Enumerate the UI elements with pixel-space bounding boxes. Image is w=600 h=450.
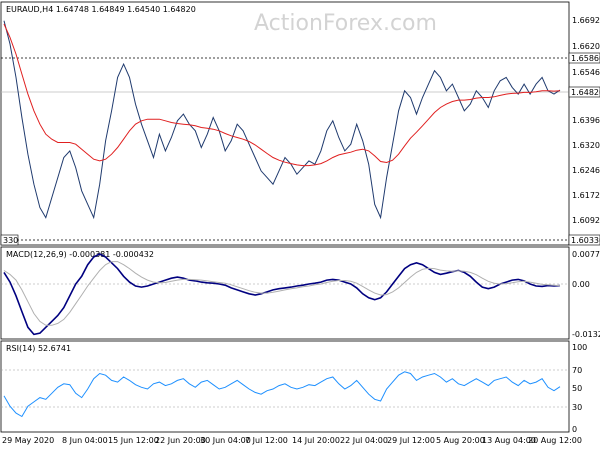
time-tick: 13 Aug 04:00 xyxy=(482,436,536,445)
current-price-label: 1.64820 xyxy=(571,88,600,97)
time-tick: 30 Jun 04:00 xyxy=(200,436,251,445)
rsi-tick-50: 50 xyxy=(572,384,582,393)
price-series-group xyxy=(3,20,561,220)
time-tick: 22 Jun 20:00 xyxy=(155,436,206,445)
price-tick-1.63960: 1.63960 xyxy=(572,116,600,125)
time-tick: 29 Jul 12:00 xyxy=(387,436,435,445)
macd-tick-zero: 0.00 xyxy=(572,280,590,289)
macd-macd-line xyxy=(3,252,561,336)
rsi-tick-70: 70 xyxy=(572,366,582,375)
time-tick: 7 Jul 12:00 xyxy=(245,436,288,445)
rsi-panel-frame xyxy=(0,340,570,433)
macd-tick-bottom: -0.01321 xyxy=(572,330,600,339)
price-tick-1.63200: 1.63200 xyxy=(572,141,600,150)
time-tick: 15 Jun 12:00 xyxy=(108,436,159,445)
macd-panel-title: MACD(12,26,9) -0.000381 -0.000432 xyxy=(6,250,154,259)
price-moving-average-line xyxy=(3,23,561,167)
rsi-rsi-line xyxy=(3,371,561,418)
level-label-1.60330: 1.60330 xyxy=(571,236,600,245)
macd-series-group xyxy=(3,252,561,336)
price-tick-1.62460: 1.62460 xyxy=(572,166,600,175)
current-price-box xyxy=(568,86,600,98)
left-level-box xyxy=(0,234,19,246)
rsi-tick-100: 100 xyxy=(572,343,587,352)
level-box-1.65860 xyxy=(568,52,600,64)
price-tick-1.61720: 1.61720 xyxy=(572,191,600,200)
time-tick: 14 Jul 20:00 xyxy=(292,436,340,445)
price-tick-1.65460: 1.65460 xyxy=(572,68,600,77)
time-tick: 20 Aug 12:00 xyxy=(528,436,582,445)
rsi-series-group xyxy=(3,371,561,418)
level-label-1.65860: 1.65860 xyxy=(571,54,600,63)
rsi-tick-30: 30 xyxy=(572,403,582,412)
macd-panel-frame xyxy=(0,246,570,340)
price-close-line xyxy=(3,20,561,220)
time-tick: 8 Jun 04:00 xyxy=(62,436,108,445)
time-tick: 5 Aug 20:00 xyxy=(436,436,485,445)
macd-signal-line xyxy=(3,261,561,326)
macd-tick-top: 0.00778 xyxy=(572,250,600,259)
price-tick-1.60920: 1.60920 xyxy=(572,216,600,225)
time-tick: 29 May 2020 xyxy=(2,436,54,445)
price-panel-title: EURAUD,H4 1.64748 1.64849 1.64540 1.6482… xyxy=(6,5,196,14)
level-box-1.60330 xyxy=(568,234,600,246)
price-panel-frame xyxy=(0,1,570,246)
rsi-tick-0: 0 xyxy=(572,425,577,434)
price-tick-1.66920: 1.66920 xyxy=(572,16,600,25)
watermark: ActionForex.com xyxy=(254,11,437,36)
rsi-panel-title: RSI(14) 52.6741 xyxy=(6,344,71,353)
price-tick-1.66200: 1.66200 xyxy=(572,42,600,51)
time-tick: 22 Jul 04:00 xyxy=(340,436,388,445)
left-level-label: 330 xyxy=(3,236,18,245)
time-axis: 29 May 2020 8 Jun 04:00 15 Jun 12:00 22 … xyxy=(2,436,582,445)
